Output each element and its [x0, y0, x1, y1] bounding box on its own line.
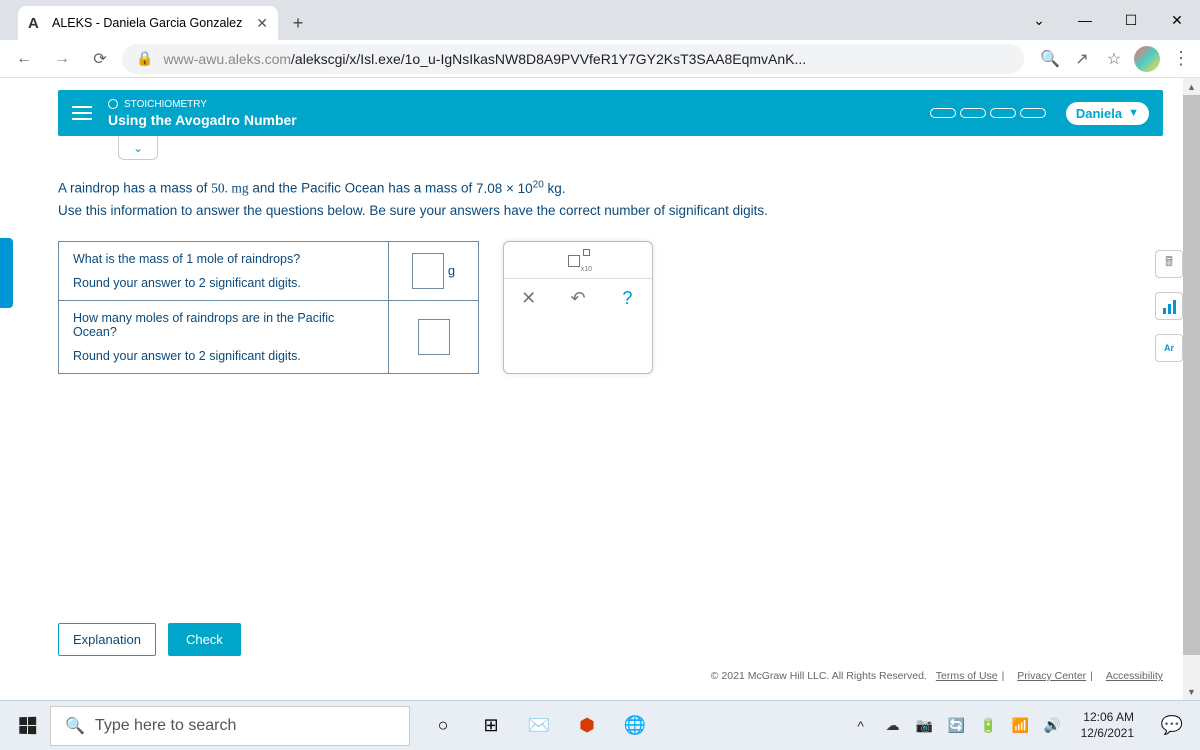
aleks-app: STOICHIOMETRY Using the Avogadro Number … [13, 78, 1183, 700]
ring-icon [108, 99, 118, 109]
windows-icon [19, 717, 36, 735]
tab-favicon: A [28, 15, 44, 31]
menu-icon[interactable]: ⋮ [1168, 47, 1192, 71]
answer-1-input[interactable] [412, 253, 444, 289]
accessibility-link[interactable]: Accessibility [1106, 670, 1163, 682]
help-button[interactable]: ? [603, 279, 652, 318]
lesson-title: Using the Avogadro Number [108, 112, 297, 128]
taskbar-search[interactable]: 🔍 Type here to search [50, 706, 410, 746]
search-icon: 🔍 [65, 716, 85, 736]
expand-header-button[interactable]: ⌄ [118, 136, 158, 160]
answer-2-input[interactable] [418, 319, 450, 355]
reload-button[interactable]: ⟳ [84, 43, 116, 75]
clear-button[interactable]: ✕ [504, 279, 553, 318]
chevron-down-icon: ▼ [1128, 107, 1139, 119]
footer-legal: © 2021 McGraw Hill LLC. All Rights Reser… [711, 670, 1163, 682]
lesson-header: STOICHIOMETRY Using the Avogadro Number … [58, 90, 1163, 136]
close-window-button[interactable]: ✕ [1154, 4, 1200, 36]
question-1: What is the mass of 1 mole of raindrops?… [59, 242, 389, 301]
task-view-icon[interactable]: ⊞ [468, 706, 514, 746]
maximize-button[interactable]: ☐ [1108, 4, 1154, 36]
periodic-table-button[interactable]: Ar [1155, 334, 1183, 362]
taskbar-clock[interactable]: 12:06 AM 12/6/2021 [1073, 710, 1142, 741]
star-icon[interactable]: ☆ [1102, 47, 1126, 71]
side-tools: 🖩 Ar [1155, 250, 1183, 362]
zoom-icon[interactable]: 🔍 [1038, 47, 1062, 71]
vertical-scrollbar[interactable]: ▲ ▼ [1183, 78, 1200, 700]
tab-title: ALEKS - Daniela Garcia Gonzalez [52, 16, 242, 30]
action-buttons: Explanation Check [58, 623, 1163, 656]
privacy-link[interactable]: Privacy Center [1017, 670, 1086, 682]
profile-avatar[interactable] [1134, 46, 1160, 72]
close-icon[interactable]: ✕ [256, 15, 268, 32]
collapsed-panel-stub[interactable] [0, 238, 13, 308]
scroll-up-button[interactable]: ▲ [1183, 78, 1200, 95]
menu-button[interactable] [72, 106, 92, 120]
search-placeholder: Type here to search [95, 717, 236, 735]
battery-icon[interactable]: 🔋 [977, 714, 1001, 738]
update-icon[interactable]: 🔄 [945, 714, 969, 738]
start-button[interactable] [4, 706, 50, 746]
problem-statement: A raindrop has a mass of 50. mg and the … [58, 176, 1163, 223]
reset-button[interactable]: ↶ [553, 279, 602, 318]
window-controls: ⌄ — ☐ ✕ [1016, 0, 1200, 40]
browser-tab[interactable]: A ALEKS - Daniela Garcia Gonzalez ✕ [18, 6, 278, 40]
calculator-button[interactable]: 🖩 [1155, 250, 1183, 278]
wifi-icon[interactable]: 📶 [1009, 714, 1033, 738]
taskbar: 🔍 Type here to search ○ ⊞ ✉️ ⬢ 🌐 ^ ☁ 📷 🔄… [0, 700, 1200, 750]
url-input[interactable]: 🔒 www-awu.aleks.com/alekscgi/x/Isl.exe/1… [122, 44, 1024, 74]
browser-tab-strip: A ALEKS - Daniela Garcia Gonzalez ✕ + ⌄ … [0, 0, 1200, 40]
minimize-button[interactable]: — [1062, 4, 1108, 36]
check-button[interactable]: Check [168, 623, 241, 656]
terms-link[interactable]: Terms of Use [936, 670, 998, 682]
answer-1-cell: g [389, 242, 479, 301]
volume-icon[interactable]: 🔊 [1041, 714, 1065, 738]
data-button[interactable] [1155, 292, 1183, 320]
address-bar: ← → ⟳ 🔒 www-awu.aleks.com/alekscgi/x/Isl… [0, 40, 1200, 78]
lock-icon: 🔒 [136, 50, 153, 67]
topic-label: STOICHIOMETRY [108, 99, 297, 110]
share-icon[interactable]: ↗ [1070, 47, 1094, 71]
url-text: www-awu.aleks.com/alekscgi/x/Isl.exe/1o_… [163, 51, 806, 67]
user-menu[interactable]: Daniela ▼ [1066, 102, 1149, 125]
tray-expand-icon[interactable]: ^ [849, 714, 873, 738]
scientific-notation-button[interactable]: x10 [566, 249, 590, 271]
notifications-icon[interactable]: 💬 [1150, 706, 1194, 746]
camera-icon[interactable]: 📷 [913, 714, 937, 738]
chevron-down-icon[interactable]: ⌄ [1016, 4, 1062, 36]
answer-1-unit: g [448, 263, 455, 278]
explanation-button[interactable]: Explanation [58, 623, 156, 656]
back-button[interactable]: ← [8, 43, 40, 75]
scroll-thumb[interactable] [1183, 95, 1200, 655]
forward-button[interactable]: → [46, 43, 78, 75]
scroll-down-button[interactable]: ▼ [1183, 683, 1200, 700]
mail-icon[interactable]: ✉️ [516, 706, 562, 746]
cortana-icon[interactable]: ○ [420, 706, 466, 746]
input-toolbar: x10 ✕ ↶ ? [503, 241, 653, 374]
chrome-icon[interactable]: 🌐 [612, 706, 658, 746]
progress-indicator [930, 108, 1046, 118]
question-2: How many moles of raindrops are in the P… [59, 301, 389, 374]
office-icon[interactable]: ⬢ [564, 706, 610, 746]
question-table: What is the mass of 1 mole of raindrops?… [58, 241, 479, 374]
answer-2-cell [389, 301, 479, 374]
new-tab-button[interactable]: + [284, 9, 312, 37]
onedrive-icon[interactable]: ☁ [881, 714, 905, 738]
left-edge [0, 78, 13, 700]
